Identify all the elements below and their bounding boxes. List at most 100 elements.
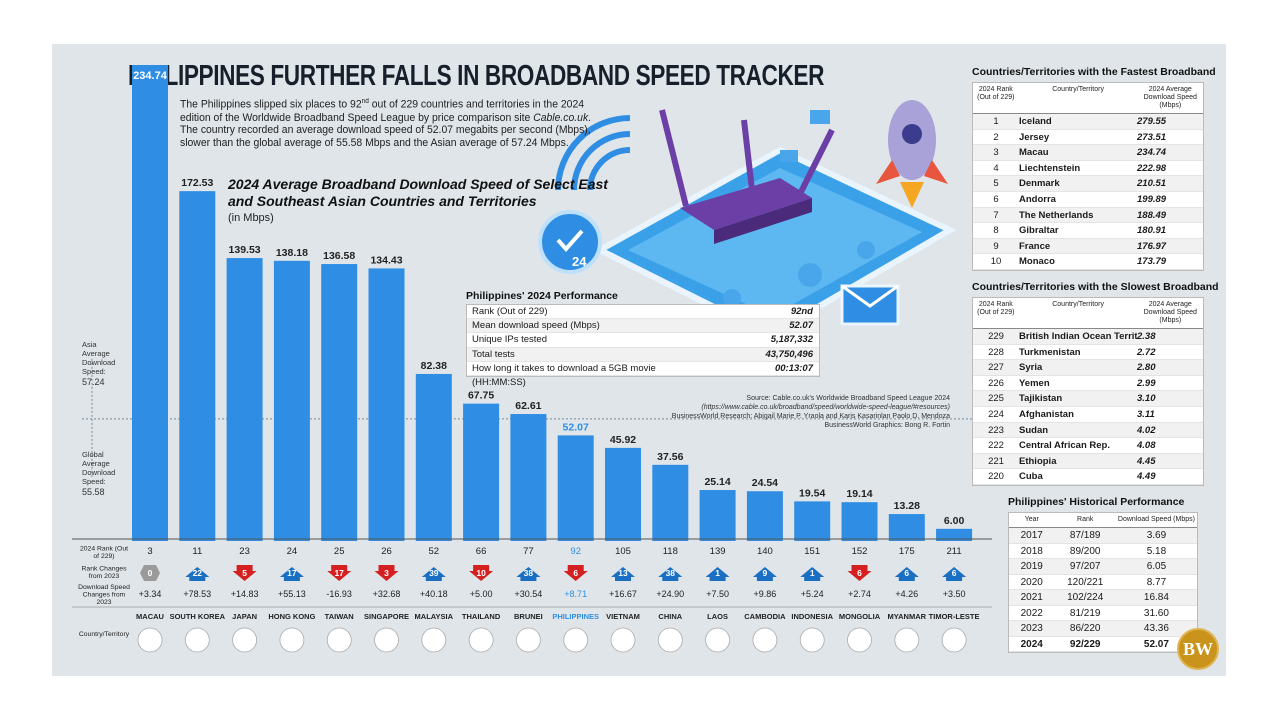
bar-value-label: 19.14 [846,488,872,500]
bar-value-label: 25.14 [704,476,730,488]
rank-change-value: 6 [904,568,909,578]
table-cell: 16.84 [1143,592,1169,603]
speed-change-label: +3.50 [943,589,966,599]
intro-part1: The Philippines slipped six places to 92 [180,98,362,111]
rank-change-value: 6 [952,568,957,578]
table-row: 228 Turkmenistan 2.72 [973,345,1203,361]
bar-mongolia [841,502,878,541]
bar-chart: AsiaAverageDownloadSpeed:57.24GlobalAver… [72,65,992,653]
table-cell: 6.05 [1146,561,1167,572]
table-cell: 00:13:07 [774,362,813,374]
rank-change-up-icon: 13 [611,567,635,581]
rank-label: 175 [899,546,915,557]
table-cell: 2020 [1020,576,1043,588]
table-header-cell: 2024 Rank (Out of 229) [977,301,1015,316]
table-cell: 176.97 [1137,240,1167,252]
arrow-shape [611,567,635,581]
arrow-shape [658,567,683,581]
speed-change-label: +3.34 [139,589,162,599]
table-cell: Denmark [1019,178,1060,190]
rank-change-value: 9 [763,568,768,578]
rank-label: 23 [239,546,250,557]
country-label: HONG KONG [268,612,315,621]
arrow-shape [800,567,825,581]
country-label: THAILAND [462,612,501,621]
rank-change-value: 6 [573,568,578,578]
arrow-shape [232,565,257,581]
intro-part2: out of 229 countries and territories in … [180,98,585,124]
table-cell: Cuba [1019,471,1043,483]
table-cell: Andorra [1019,193,1056,205]
rank-label: 77 [523,546,534,557]
table-cell: Monaco [1019,256,1055,268]
rank-change-value: 10 [476,568,486,578]
bar-value-label: 24.54 [752,477,778,489]
table-row: 5 Denmark 210.51 [973,176,1203,192]
table-row: Rank (Out of 229) 92nd [467,305,819,320]
speed-change-label: +40.18 [420,589,448,599]
table-cell: 2.80 [1137,362,1156,374]
table-cell: 2023 [1020,623,1043,634]
country-label: MYANMAR [888,612,927,621]
table-cell: 1 [993,116,999,127]
flag-hong-kong-icon [279,627,305,653]
global-average-label: Average [82,459,110,468]
bar-value-label: 234.74 [133,70,168,82]
flag-vietnam-icon [610,627,636,653]
global-average-label: Speed: [82,477,106,486]
cube-icon [780,110,830,162]
bar-south-korea [179,191,216,542]
table-row: 225 Tajikistan 3.10 [973,391,1203,407]
table-cell: Gibraltar [1019,225,1059,237]
table-row: 10 Monaco 173.79 [973,254,1203,270]
row-label: Download Speed [78,584,130,591]
speed-change-label: +9.86 [754,589,777,599]
country-label: TAIWAN [325,612,354,621]
table-cell: 5 [993,178,999,190]
table-header-cell: 2024 Rank (Out of 229) [977,86,1015,101]
table-header-cell: Country/Territory [1052,301,1104,308]
intro-sup: nd [361,98,369,105]
speed-change-label: +5.24 [801,589,824,599]
rank-change-down-icon: 17 [327,565,352,581]
table-cell: 2 [993,131,999,143]
table-row: How long it takes to download a 5GB movi… [467,362,819,388]
table-row: 7 The Netherlands 188.49 [973,207,1203,224]
bar-value-label: 52.07 [563,421,589,433]
table-cell: 92/229 [1069,638,1101,650]
rank-change-value: 6 [857,568,862,578]
bar-value-label: 67.75 [468,390,494,402]
table-cell: 229 [988,331,1004,342]
table-cell: 173.79 [1137,256,1167,268]
table-cell: 188.49 [1137,209,1167,221]
table-header: 2024 Rank (Out of 229) Country/Territory 2… [973,83,1203,114]
table-cell: 222 [988,440,1004,452]
country-label: PHILIPPINES [552,612,599,621]
bar-value-label: 19.54 [799,487,825,499]
arrow-shape [185,567,210,581]
table-row: 227 Syria 2.80 [973,360,1203,376]
table-cell: Macau [1019,147,1049,159]
arrow-shape [279,567,304,581]
table-row: 2020 120/221 8.77 [1009,575,1197,590]
bar-value-label: 139.53 [229,244,261,256]
arrow-shape [469,565,494,581]
router-graphic [659,109,835,244]
arrow-shape [327,565,352,581]
table-cell: 228 [988,346,1004,358]
rank-label: 140 [757,546,773,557]
fastest-title: Countries/Territories with the Fastest B… [972,66,1216,78]
bar-laos [699,490,736,541]
table-cell: 2018 [1020,545,1043,557]
rank-change-value: 38 [666,568,676,578]
table-row: 2018 89/200 5.18 [1009,544,1197,559]
rank-change-up-icon: 1 [800,567,825,581]
bar-thailand [463,403,500,541]
table-cell: Ethiopia [1019,455,1057,467]
rank-label: 11 [192,546,202,557]
table-cell: 10 [990,256,1002,268]
table-cell: Syria [1019,362,1043,374]
businessworld-logo: BW [1177,628,1219,670]
slowest-title: Countries/Territories with the Slowest B… [972,281,1219,293]
intro-part3: . The country recorded an average downlo… [180,111,592,150]
